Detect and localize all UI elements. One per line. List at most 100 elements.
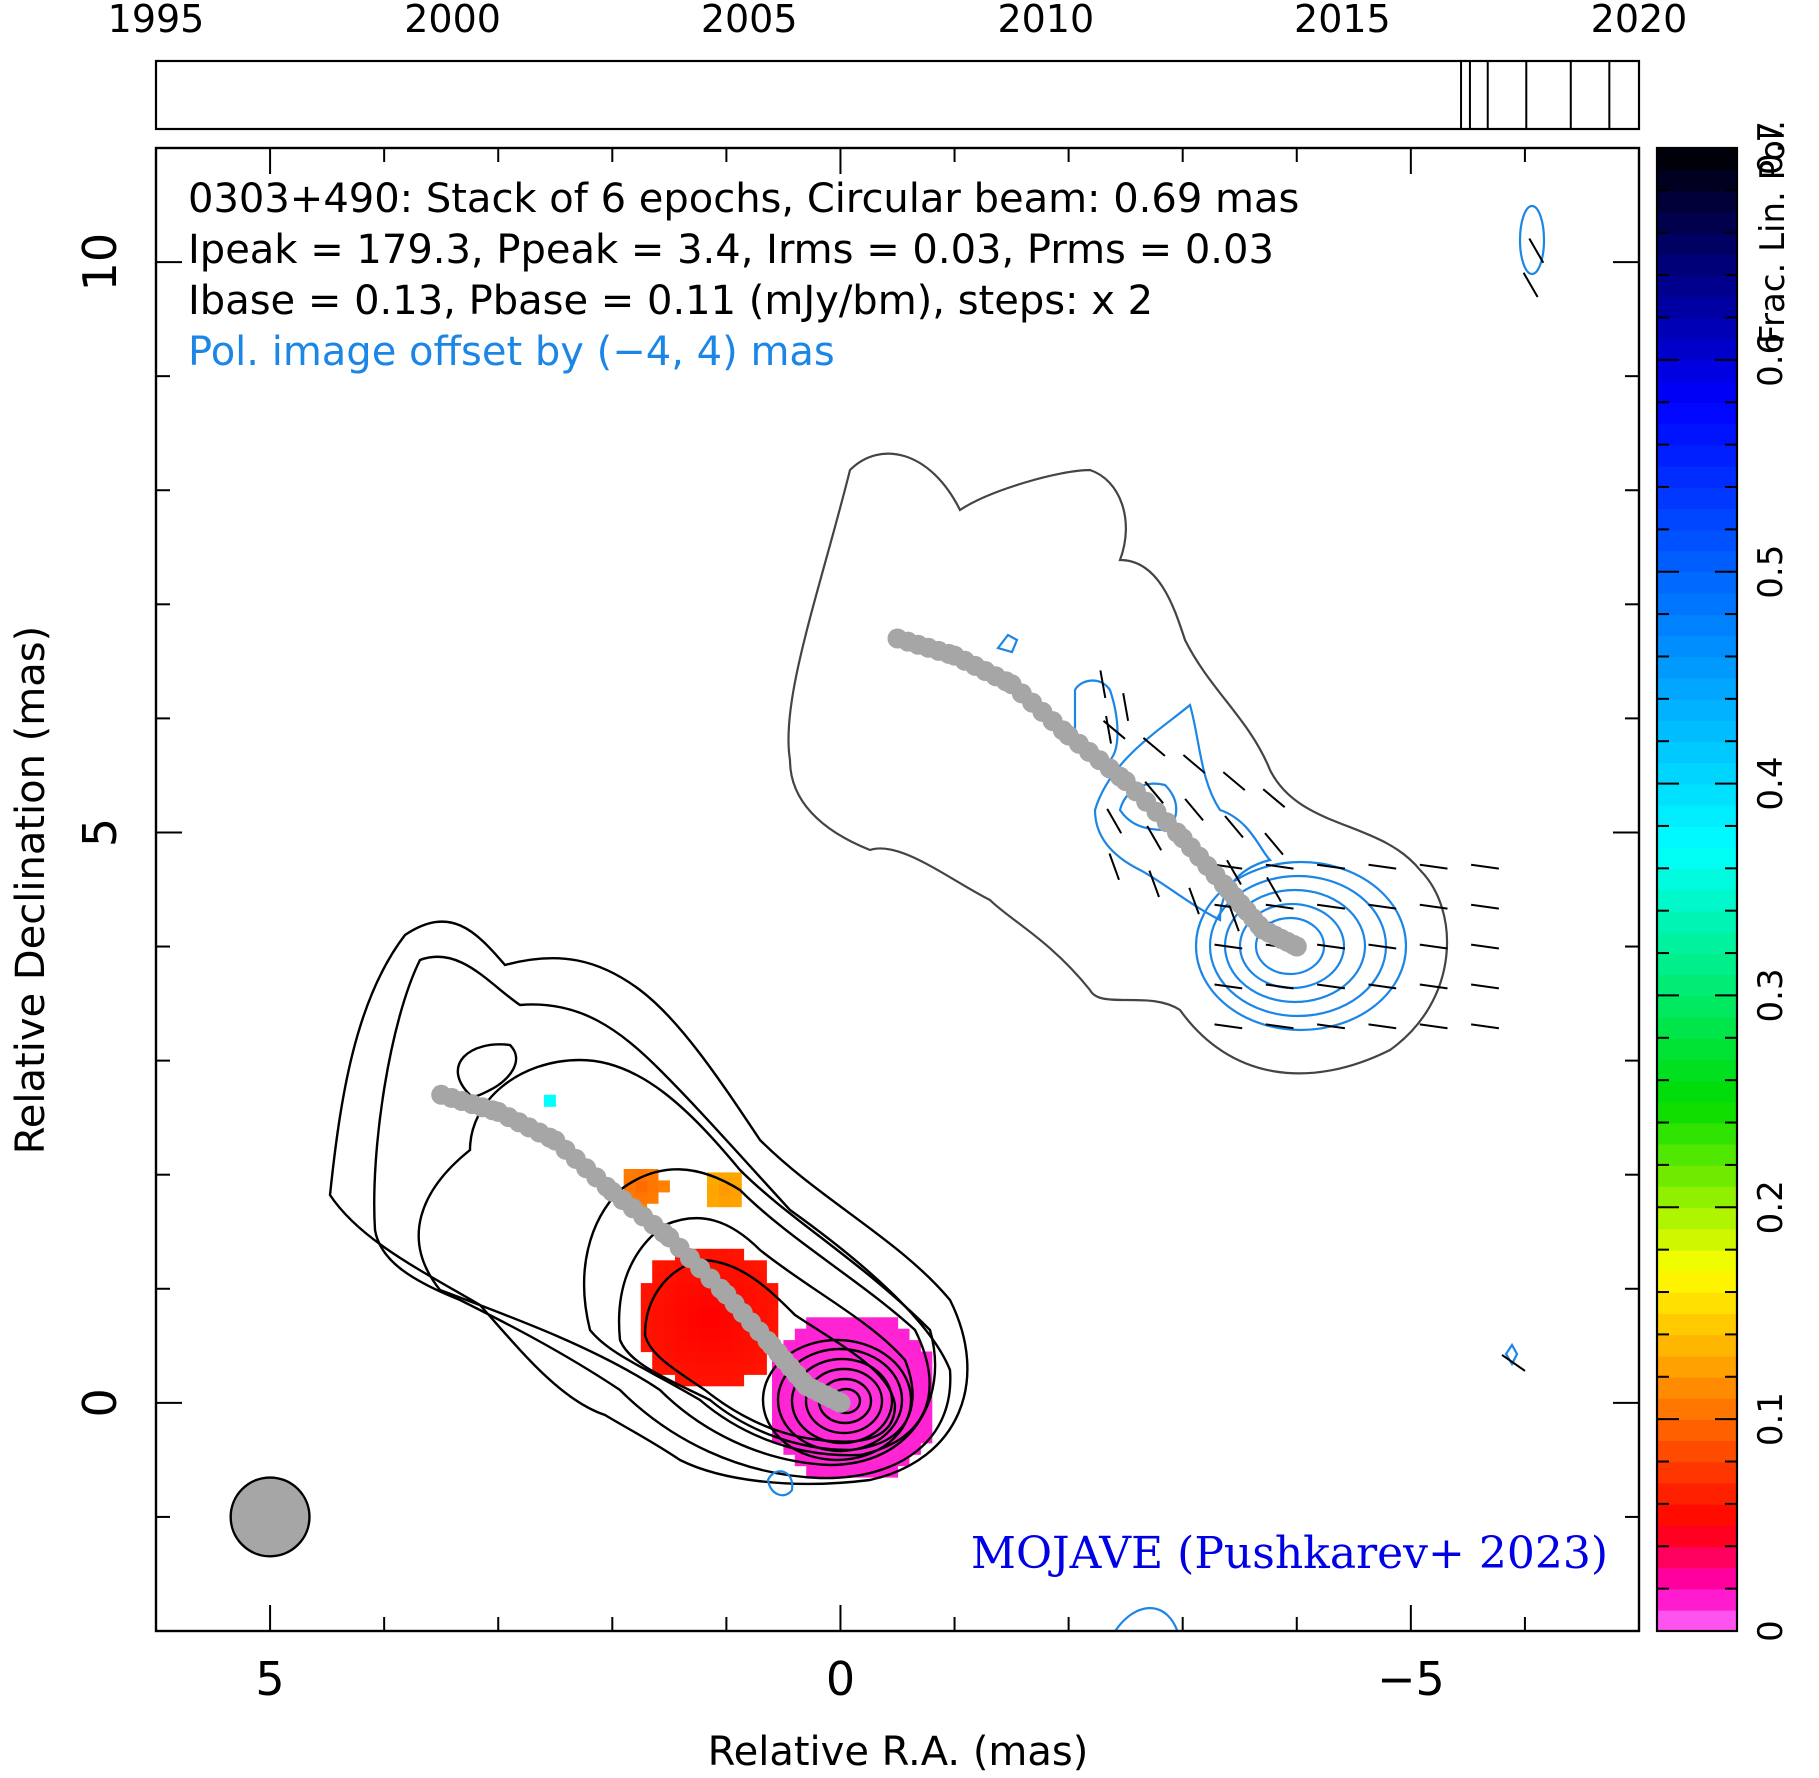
fpol-pixel-inner-jet [732,1248,745,1261]
timeline-frame [154,59,1641,131]
fpol-pixel-inner-jet [732,1340,745,1353]
colorbar-stripe [1657,931,1737,954]
fpol-pixel-inner-jet [675,1340,687,1353]
colorbar-stripe [1657,614,1737,637]
colorbar-stripe [1657,1016,1737,1039]
annotation-line-3: Ibase = 0.13, Pbase = 0.11 (mJy/bm), ste… [188,278,1153,324]
y-tick-label: 5 [73,818,127,847]
fpol-pixel-core [840,1328,853,1341]
fpol-pixel-inner-jet [743,1351,756,1364]
colorbar-stripe [1657,783,1737,806]
fpol-pixel-inner-jet [743,1340,756,1353]
evpa-tick [1470,1023,1500,1030]
colorbar-tick-labels: 0 0.1 0.2 0.3 0.4 0.5 0.6 0.7 [1751,121,1791,1642]
colorbar-stripe [1657,698,1737,721]
colorbar-stripe [1657,211,1737,234]
colorbar-stripe [1657,508,1737,531]
fpol-pixel-core [908,1442,921,1455]
fpol-pixel-core [897,1442,910,1455]
fpol-pixel-inner-jet [697,1305,710,1318]
evpa-tick [1368,863,1397,870]
fpol-pixel-inner-jet [686,1294,699,1307]
stokes-i-contour-9 [776,1347,904,1453]
fpol-pixel-inner-jet [720,1362,733,1375]
evpa-tick [1222,771,1246,791]
fpol-pixel-inner-jet [686,1328,699,1341]
evpa-tick [1224,815,1244,839]
fpol-pixel-inner-jet [709,1248,722,1261]
fpol-pixel-inner-jet [686,1362,699,1375]
colorbar-stripe [1657,656,1737,679]
colorbar-stripe [1657,317,1737,340]
colorbar-stripe [1657,762,1737,785]
colorbar-stripe [1657,169,1737,192]
fpol-pixel-jet-knot-a [646,1180,659,1193]
evpa-tick [1368,903,1397,910]
colorbar-stripe [1657,1398,1737,1420]
fpol-pixel-inner-jet [686,1305,699,1318]
fpol-pixel-jet-knot-b [718,1172,731,1185]
fpol-pixel-inner-jet [686,1283,699,1296]
fpol-pixel-inner-jet [697,1351,710,1364]
evpa-tick [1470,903,1500,910]
fpol-pixel-core [897,1397,910,1410]
y-tick-label: 0 [73,1388,127,1417]
fpol-pixel-inner-jet [663,1317,676,1330]
fpol-pixel-inner-jet [663,1294,676,1307]
colorbar-stripe [1657,825,1737,848]
evpa-tick [1368,943,1397,950]
colorbar-stripe [1657,868,1737,891]
evpa-tick [1316,983,1346,990]
y-tick-label: 10 [73,233,127,292]
timeline-year-labels: 1995 2000 2005 2010 2015 2020 [108,0,1688,41]
fpol-pixel-core [840,1317,853,1330]
fpol-pixel-inner-jet [675,1351,687,1364]
stokes-i-contour-8 [761,1338,913,1462]
ridgeline-point-offset [1286,936,1307,957]
fpol-pixel-inner-jet [709,1351,722,1364]
timeline-year-label: 2005 [701,0,798,41]
evpa-tick [1105,715,1112,744]
evpa-tick [1316,903,1346,910]
evpa-tick [1368,983,1397,990]
colorbar-stripe [1657,1482,1737,1505]
fpol-pixel-core [840,1374,853,1387]
pol-contour-corner [1518,204,1546,276]
fpol-pixel-core [863,1374,876,1387]
fpol-pixel-inner-jet [697,1294,710,1307]
colorbar-stripe [1657,1186,1737,1209]
polarized-intensity-contours [766,204,1546,1631]
fpol-pixel-core [908,1408,921,1421]
colorbar-panel: 0 0.1 0.2 0.3 0.4 0.5 0.6 0.7 Frac. Lin. Pol. [1655,120,1793,1642]
fpol-pixel-core [829,1317,842,1330]
fpol-pixel-core [863,1328,876,1341]
timeline-year-label: 2015 [1294,0,1391,41]
fpol-pixel-inner-jet [709,1305,722,1318]
colorbar-stripe [1657,1503,1737,1526]
fpol-pixel-core [851,1385,864,1398]
fpol-pixel-core [794,1328,807,1341]
evpa-ticks [1099,238,1545,1372]
evpa-tick [1419,983,1448,990]
fpol-pixel-inner-jet [709,1374,722,1387]
colorbar-stripe [1657,1609,1737,1632]
fpol-pixel-core [851,1328,864,1341]
fpol-pixel-core [806,1465,819,1478]
evpa-tick [1108,853,1120,881]
evpa-tick [1522,272,1539,298]
map-panel: 5 0 −5 0 5 10 Relative R.A. (mas) Relative De… [8,146,1641,1775]
fpol-pixel-inner-jet [754,1351,767,1364]
colorbar-stripe [1657,1101,1737,1124]
colorbar-stripe [1657,1376,1737,1399]
fpol-pixel-inner-jet [663,1362,676,1375]
evpa-tick [1265,903,1294,910]
fpol-pixel-inner-jet [732,1328,745,1341]
annotation-line-2: Ipeak = 179.3, Ppeak = 3.4, Irms = 0.03,… [188,227,1274,273]
colorbar-stripe [1657,338,1737,361]
stokes-i-contour-3 [417,1058,937,1467]
fpol-pixel-inner-jet [686,1340,699,1353]
fpol-pixel-inner-jet [720,1351,733,1364]
timeline-year-label: 1995 [108,0,205,41]
colorbar-stripe [1657,1546,1737,1569]
fpol-pixel-core [874,1397,887,1410]
